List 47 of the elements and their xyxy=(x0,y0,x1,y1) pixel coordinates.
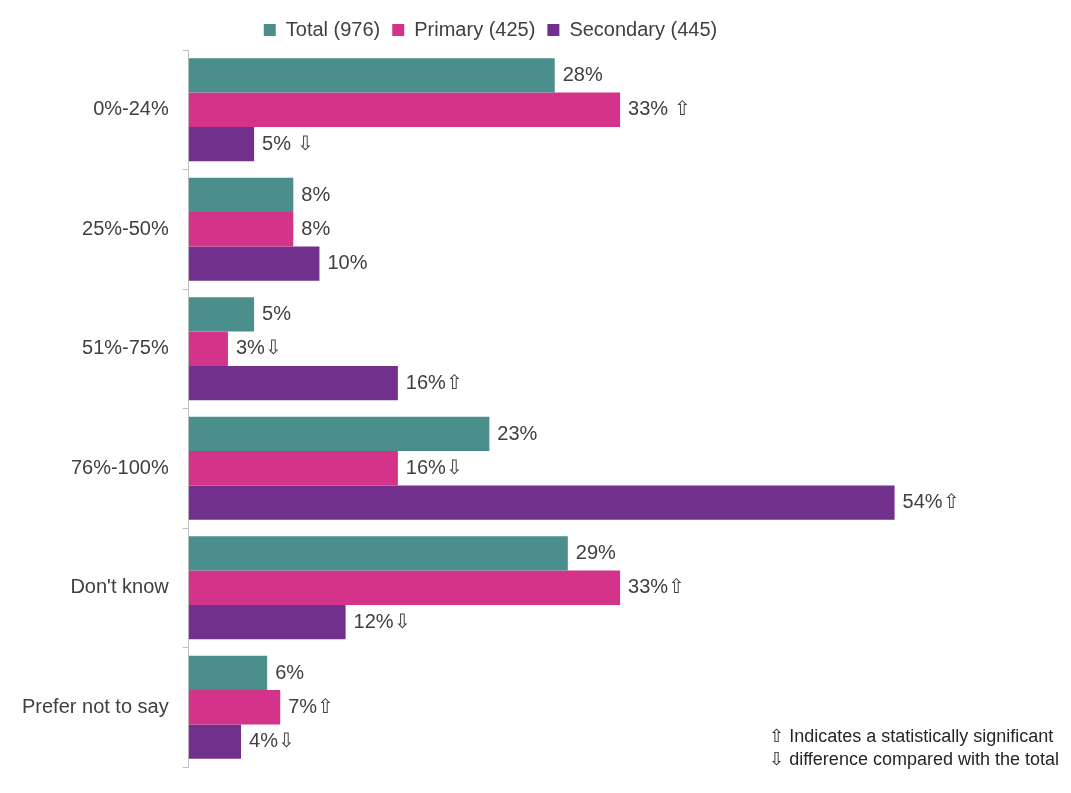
legend-label: Primary (425) xyxy=(414,17,536,40)
bar xyxy=(188,92,621,127)
annotation: ⇩ difference compared with the total xyxy=(769,748,1059,771)
y-tick-label: Prefer not to say xyxy=(21,694,169,717)
data-label: 16%⇩ xyxy=(405,455,463,478)
data-label: 5% xyxy=(262,302,292,325)
y-tick-label: 76%-100% xyxy=(70,455,169,478)
data-label: 29% xyxy=(575,541,617,564)
bar xyxy=(188,365,398,401)
data-label: 4%⇩ xyxy=(249,729,295,752)
bar xyxy=(188,690,281,725)
data-label: 5% ⇩ xyxy=(262,131,314,154)
bar xyxy=(188,58,555,93)
bar xyxy=(188,331,228,366)
data-label: 28% xyxy=(562,63,603,86)
bar xyxy=(188,655,268,691)
bar xyxy=(188,297,255,332)
data-label: 16%⇧ xyxy=(405,370,463,393)
y-tick-label: 51%-75% xyxy=(82,336,169,359)
bar xyxy=(188,604,346,640)
annotation: ⇧ Indicates a statistically significant xyxy=(769,725,1055,748)
data-label: 8% xyxy=(301,216,331,239)
data-label: 54%⇧ xyxy=(902,490,960,513)
data-label: 7%⇧ xyxy=(288,694,335,717)
data-label: 33% ⇧ xyxy=(628,97,691,120)
data-label: 33%⇧ xyxy=(628,575,686,598)
bar xyxy=(188,212,294,247)
y-tick-label: Don't know xyxy=(70,575,170,598)
data-label: 8% xyxy=(301,182,331,205)
data-label: 23% xyxy=(497,421,538,444)
bar xyxy=(188,126,255,162)
bar xyxy=(188,416,490,452)
y-tick-label: 25%-50% xyxy=(82,216,169,239)
y-tick-label: 0%-24% xyxy=(93,97,169,120)
legend-label: Secondary (445) xyxy=(569,17,718,40)
bar xyxy=(188,451,398,486)
data-label: 12%⇩ xyxy=(353,609,411,632)
bar xyxy=(188,724,242,759)
data-label: 6% xyxy=(275,660,305,683)
data-label: 10% xyxy=(327,251,368,274)
bar xyxy=(188,485,895,520)
data-label: 3%⇩ xyxy=(235,336,282,359)
bar xyxy=(188,177,294,213)
bar xyxy=(188,246,320,281)
bar xyxy=(188,570,621,605)
legend-label: Total (976) xyxy=(285,17,381,40)
bar xyxy=(188,536,568,571)
